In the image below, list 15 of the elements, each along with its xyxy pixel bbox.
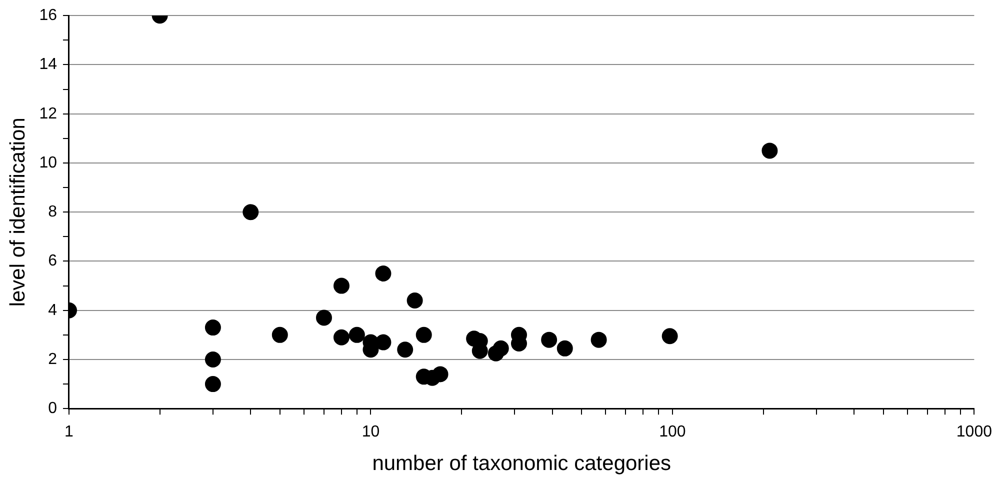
y-tick-label: 12 xyxy=(39,105,58,122)
y-tick-label: 14 xyxy=(39,56,58,74)
y-tick-label: 4 xyxy=(48,302,58,319)
x-axis-title: number of taxonomic categories xyxy=(372,452,672,476)
x-tick-label: 10 xyxy=(362,424,380,441)
y-axis-title: level of identification xyxy=(6,118,30,307)
y-tick-label: 8 xyxy=(48,204,58,221)
x-tick-label: 100 xyxy=(659,424,686,441)
x-tick-label: 1 xyxy=(64,424,74,441)
y-tick-label: 10 xyxy=(39,154,58,172)
y-tick-label: 2 xyxy=(48,350,58,368)
y-tick-label: 0 xyxy=(48,400,58,418)
y-tick-label: 6 xyxy=(48,252,58,270)
y-tick-label: 16 xyxy=(39,7,58,24)
x-tick-label: 1000 xyxy=(956,424,992,441)
